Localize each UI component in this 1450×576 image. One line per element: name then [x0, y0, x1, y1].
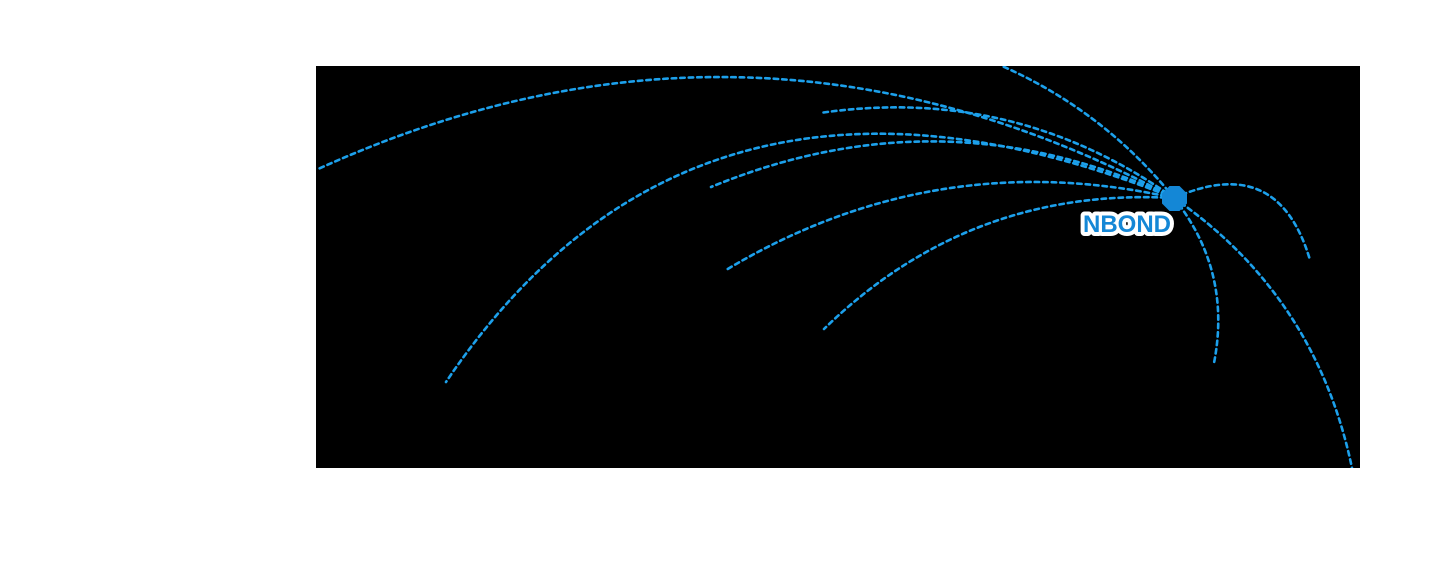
svg-text:NBOND: NBOND [1083, 211, 1171, 238]
